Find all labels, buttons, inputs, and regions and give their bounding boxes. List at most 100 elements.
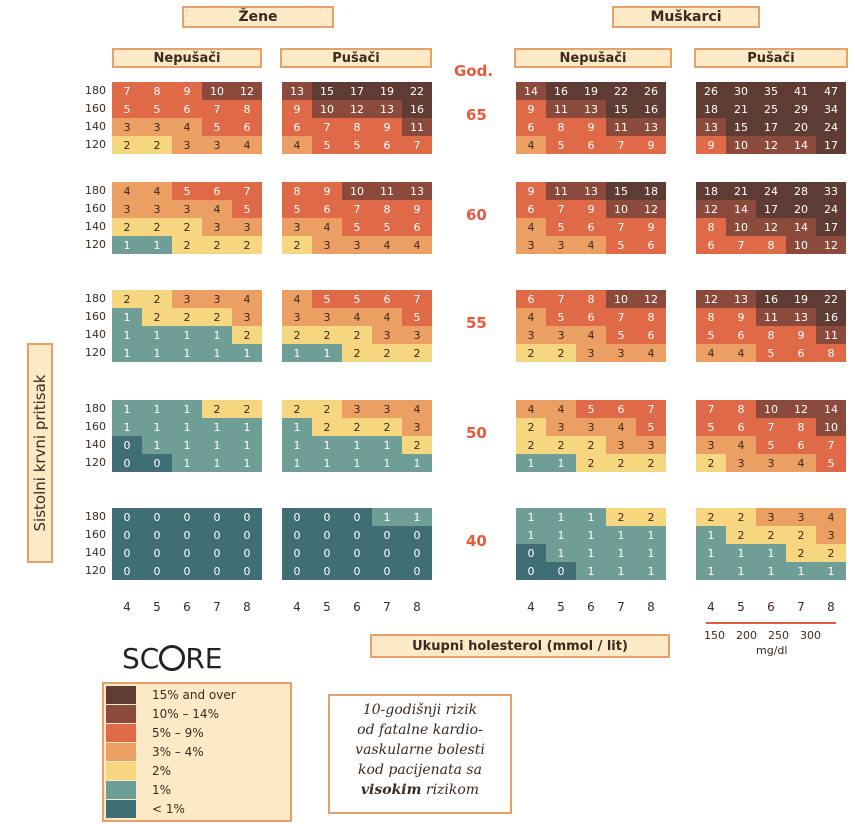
age-label: 50 <box>466 424 487 442</box>
risk-cell: 0 <box>112 436 142 454</box>
risk-cell: 0 <box>312 526 342 544</box>
risk-cell: 4 <box>546 400 576 418</box>
risk-cell: 1 <box>142 344 172 362</box>
risk-cell: 1 <box>756 544 786 562</box>
risk-cell: 29 <box>786 100 816 118</box>
subheader-zene-pusaci: Pušači <box>280 48 432 68</box>
risk-cell: 10 <box>786 236 816 254</box>
risk-cell: 15 <box>606 100 636 118</box>
risk-cell: 4 <box>576 236 606 254</box>
risk-cell: 14 <box>786 218 816 236</box>
risk-cell: 7 <box>112 82 142 100</box>
risk-cell: 8 <box>576 290 606 308</box>
bp-tick-label: 180 <box>85 84 106 97</box>
x-tick-label: 8 <box>413 600 421 614</box>
risk-cell: 1 <box>342 436 372 454</box>
risk-cell: 1 <box>576 526 606 544</box>
risk-cell: 6 <box>786 344 816 362</box>
risk-cell: 0 <box>142 508 172 526</box>
risk-cell: 1 <box>172 454 202 472</box>
risk-cell: 1 <box>372 436 402 454</box>
risk-cell: 6 <box>372 290 402 308</box>
risk-cell: 5 <box>546 308 576 326</box>
risk-cell: 2 <box>606 508 636 526</box>
risk-cell: 1 <box>636 562 666 580</box>
risk-cell: 22 <box>816 290 846 308</box>
risk-cell: 4 <box>372 236 402 254</box>
risk-cell: 6 <box>172 100 202 118</box>
risk-cell: 1 <box>142 400 172 418</box>
legend-title: SC RE <box>122 642 223 675</box>
risk-cell: 9 <box>402 200 432 218</box>
risk-cell: 3 <box>232 308 262 326</box>
risk-cell: 7 <box>756 418 786 436</box>
risk-cell: 6 <box>606 400 636 418</box>
risk-cell: 2 <box>636 454 666 472</box>
risk-cell: 4 <box>282 290 312 308</box>
risk-cell: 9 <box>172 82 202 100</box>
risk-cell: 6 <box>282 118 312 136</box>
risk-cell: 0 <box>232 508 262 526</box>
x-tick-label: 8 <box>827 600 835 614</box>
risk-cell: 7 <box>546 200 576 218</box>
risk-cell: 2 <box>342 344 372 362</box>
risk-cell: 12 <box>696 290 726 308</box>
risk-cell: 3 <box>756 508 786 526</box>
risk-cell: 1 <box>112 344 142 362</box>
risk-cell: 2 <box>142 136 172 154</box>
risk-cell: 1 <box>516 454 546 472</box>
x-tick-label: 5 <box>737 600 745 614</box>
bp-tick-label: 160 <box>85 528 106 541</box>
risk-cell: 1 <box>402 508 432 526</box>
bp-tick-label: 120 <box>85 346 106 359</box>
legend-label: 1% <box>152 783 172 797</box>
score-logo-circle <box>159 645 186 671</box>
bp-tick-label: 120 <box>85 456 106 469</box>
risk-cell: 1 <box>786 562 816 580</box>
header-muskarci: Muškarci <box>612 6 760 28</box>
risk-cell: 2 <box>576 436 606 454</box>
risk-cell: 9 <box>636 218 666 236</box>
risk-cell: 5 <box>282 200 312 218</box>
risk-cell: 1 <box>546 526 576 544</box>
risk-cell: 7 <box>202 100 232 118</box>
risk-cell: 0 <box>282 526 312 544</box>
x-tick-label: 8 <box>647 600 655 614</box>
subheader-muskarci-pusaci: Pušači <box>694 48 848 68</box>
x-tick-label: 7 <box>617 600 625 614</box>
risk-cell: 5 <box>372 218 402 236</box>
risk-cell: 1 <box>142 418 172 436</box>
risk-cell: 1 <box>112 326 142 344</box>
risk-cell: 17 <box>342 82 372 100</box>
bp-tick-label: 140 <box>85 546 106 559</box>
risk-cell: 3 <box>142 200 172 218</box>
legend-label: < 1% <box>152 802 185 816</box>
risk-cell: 0 <box>372 544 402 562</box>
risk-cell: 11 <box>546 182 576 200</box>
risk-cell: 2 <box>312 418 342 436</box>
risk-cell: 19 <box>786 290 816 308</box>
risk-cell: 2 <box>112 136 142 154</box>
risk-cell: 11 <box>816 326 846 344</box>
risk-cell: 2 <box>342 418 372 436</box>
risk-cell: 9 <box>516 100 546 118</box>
risk-cell: 8 <box>282 182 312 200</box>
risk-cell: 5 <box>696 418 726 436</box>
risk-cell: 4 <box>232 136 262 154</box>
risk-cell: 3 <box>342 400 372 418</box>
risk-cell: 6 <box>696 236 726 254</box>
risk-cell: 13 <box>726 290 756 308</box>
risk-cell: 10 <box>726 136 756 154</box>
risk-cell: 8 <box>342 118 372 136</box>
risk-cell: 28 <box>786 182 816 200</box>
risk-cell: 24 <box>816 200 846 218</box>
risk-cell: 4 <box>516 400 546 418</box>
bp-tick-label: 120 <box>85 138 106 151</box>
risk-cell: 8 <box>696 308 726 326</box>
bp-tick-label: 140 <box>85 438 106 451</box>
risk-cell: 7 <box>636 400 666 418</box>
risk-cell: 10 <box>342 182 372 200</box>
x-tick-label: 6 <box>587 600 595 614</box>
risk-cell: 5 <box>202 118 232 136</box>
risk-cell: 0 <box>312 508 342 526</box>
